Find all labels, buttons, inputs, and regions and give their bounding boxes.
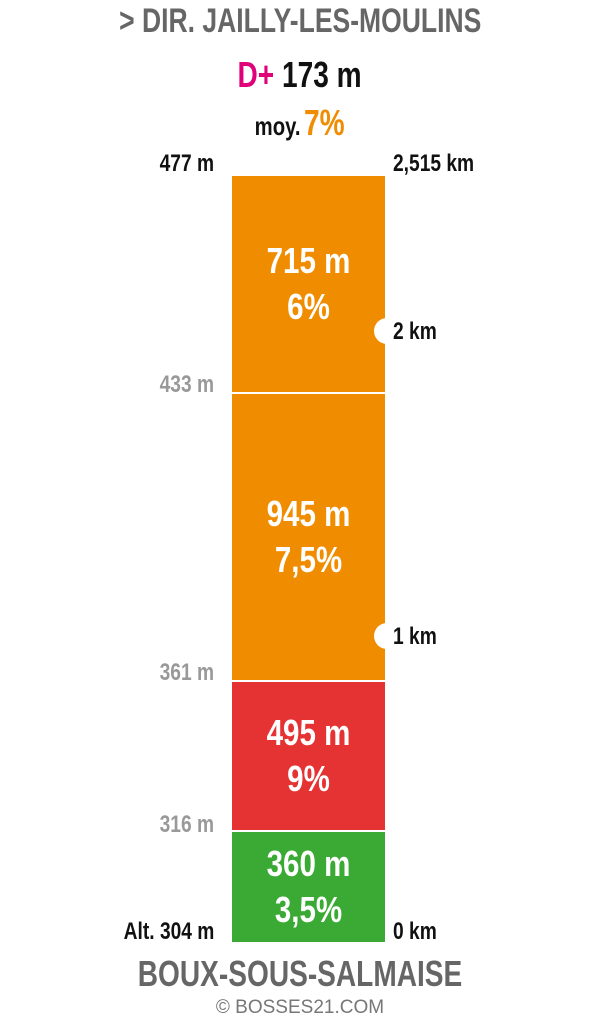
segment: 495 m 9%: [232, 682, 385, 830]
label-text: 433 m: [159, 371, 214, 398]
segment-length: 495 m: [266, 712, 351, 753]
label-text: 0 km: [393, 918, 437, 945]
average: moy. 7%: [0, 102, 600, 144]
altitude: 361 m: [146, 658, 214, 688]
km-notch: [374, 623, 400, 649]
segment-length: 715 m: [266, 240, 351, 281]
altitude: 433 m: [146, 370, 214, 400]
label-text: 2,515 km: [393, 150, 475, 177]
start-text: BOUX-SOUS-SALMAISE: [137, 953, 463, 994]
segment: 360 m 3,5%: [232, 832, 385, 942]
segment-grade: 9%: [287, 758, 330, 799]
distance: 0 km: [393, 917, 448, 947]
gain: D+ 173 m: [0, 54, 600, 96]
label-text: 2 km: [393, 318, 437, 345]
segment-grade: 6%: [287, 286, 330, 327]
avg-prefix: moy.: [255, 111, 301, 141]
segment-grade: 7,5%: [274, 539, 343, 580]
credit: © BOSSES21.COM: [0, 997, 600, 1019]
segment: 945 m 7,5%: [232, 394, 385, 680]
altitude: Alt. 304 m: [101, 917, 214, 947]
altitude: 316 m: [146, 810, 214, 840]
label-text: 361 m: [159, 659, 214, 686]
segment: 715 m 6%: [232, 176, 385, 392]
distance: 2 km: [393, 317, 448, 347]
segment-length: 360 m: [266, 843, 351, 884]
title-text: > DIR. JAILLY-LES-MOULINS: [118, 2, 482, 40]
start-town: BOUX-SOUS-SALMAISE: [0, 953, 600, 995]
label-text: 1 km: [393, 623, 437, 650]
label-text: Alt. 304 m: [123, 918, 214, 945]
label-text: 316 m: [159, 811, 214, 838]
distance: 1 km: [393, 622, 448, 652]
avg-value: 7%: [304, 102, 345, 143]
gain-prefix: D+: [237, 54, 275, 95]
gain-value: 173 m: [282, 54, 363, 95]
segment-grade: 3,5%: [274, 889, 343, 930]
segment-length: 945 m: [266, 493, 351, 534]
km-notch: [374, 318, 400, 344]
label-text: 477 m: [159, 150, 214, 177]
altitude: 477 m: [146, 149, 214, 179]
distance: 2,515 km: [393, 149, 494, 179]
credit-text: © BOSSES21.COM: [215, 997, 385, 1018]
title: > DIR. JAILLY-LES-MOULINS: [0, 2, 600, 41]
